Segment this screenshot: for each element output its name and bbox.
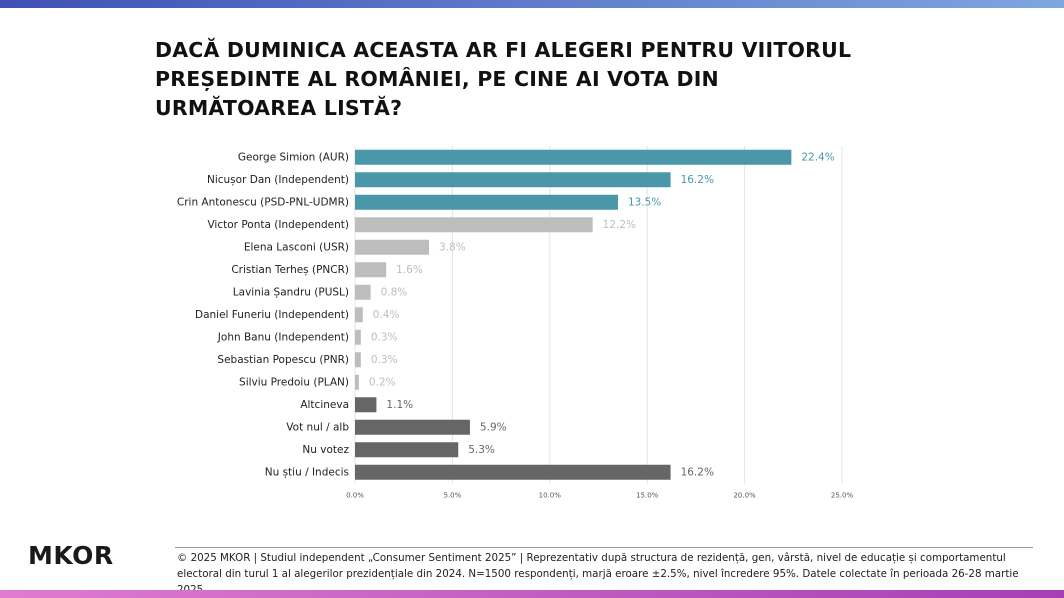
y-tick-label: Vot nul / alb [286, 421, 349, 433]
x-tick-label: 5.0% [444, 492, 462, 500]
value-label: 0.3% [371, 354, 398, 366]
bar [355, 239, 430, 255]
value-label: 0.3% [371, 331, 398, 343]
top-bar [0, 0, 1064, 8]
bar [355, 419, 470, 435]
bar [355, 397, 377, 413]
bar [355, 149, 792, 165]
bar [355, 352, 361, 368]
y-tick-label: Nu votez [302, 444, 349, 456]
bar [355, 374, 359, 390]
x-tick-label: 25.0% [831, 492, 854, 500]
value-label: 1.1% [386, 399, 413, 411]
bar [355, 194, 618, 210]
bar [355, 262, 387, 278]
value-label: 0.4% [373, 309, 400, 321]
x-tick-label: 15.0% [636, 492, 659, 500]
value-label: 0.2% [369, 376, 396, 388]
y-tick-label: Elena Lasconi (USR) [244, 241, 349, 253]
y-tick-label: Nicușor Dan (Independent) [207, 174, 349, 186]
y-tick-label: Crin Antonescu (PSD-PNL-UDMR) [177, 196, 349, 208]
bar [355, 329, 361, 345]
y-tick-label: John Banu (Independent) [217, 331, 349, 343]
logo: MKOR [28, 541, 114, 570]
footer-rule [175, 547, 1033, 548]
chart-title: DACĂ DUMINICA ACEASTA AR FI ALEGERI PENT… [155, 38, 852, 120]
footer-note: © 2025 MKOR | Studiul independent „Consu… [177, 552, 1019, 596]
value-label: 5.3% [468, 444, 495, 456]
y-tick-label: Daniel Funeriu (Independent) [195, 309, 349, 321]
value-label: 3.8% [439, 241, 466, 253]
y-tick-label: Lavinia Șandru (PUSL) [233, 286, 349, 298]
bar [355, 284, 371, 300]
bottom-bar [0, 590, 1064, 598]
x-tick-label: 0.0% [346, 492, 364, 500]
bar [355, 172, 671, 188]
value-label: 16.2% [681, 466, 714, 478]
bar [355, 442, 459, 458]
bar [355, 307, 363, 323]
bar [355, 464, 671, 480]
y-tick-label: Nu știu / Indecis [265, 466, 349, 478]
value-label: 13.5% [628, 196, 661, 208]
value-label: 12.2% [603, 219, 636, 231]
value-label: 16.2% [681, 174, 714, 186]
y-tick-label: George Simion (AUR) [238, 151, 349, 163]
value-label: 5.9% [480, 421, 507, 433]
value-label: 0.8% [381, 286, 408, 298]
value-label: 1.6% [396, 264, 423, 276]
x-tick-label: 10.0% [539, 492, 562, 500]
y-tick-label: Cristian Terheș (PNCR) [231, 264, 349, 276]
value-label: 22.4% [801, 151, 834, 163]
x-tick-label: 20.0% [733, 492, 756, 500]
y-tick-label: Sebastian Popescu (PNR) [217, 354, 349, 366]
y-tick-label: Silviu Predoiu (PLAN) [239, 376, 349, 388]
bar [355, 217, 593, 233]
y-tick-label: Altcineva [300, 399, 349, 411]
y-tick-label: Victor Ponta (Independent) [207, 219, 349, 231]
